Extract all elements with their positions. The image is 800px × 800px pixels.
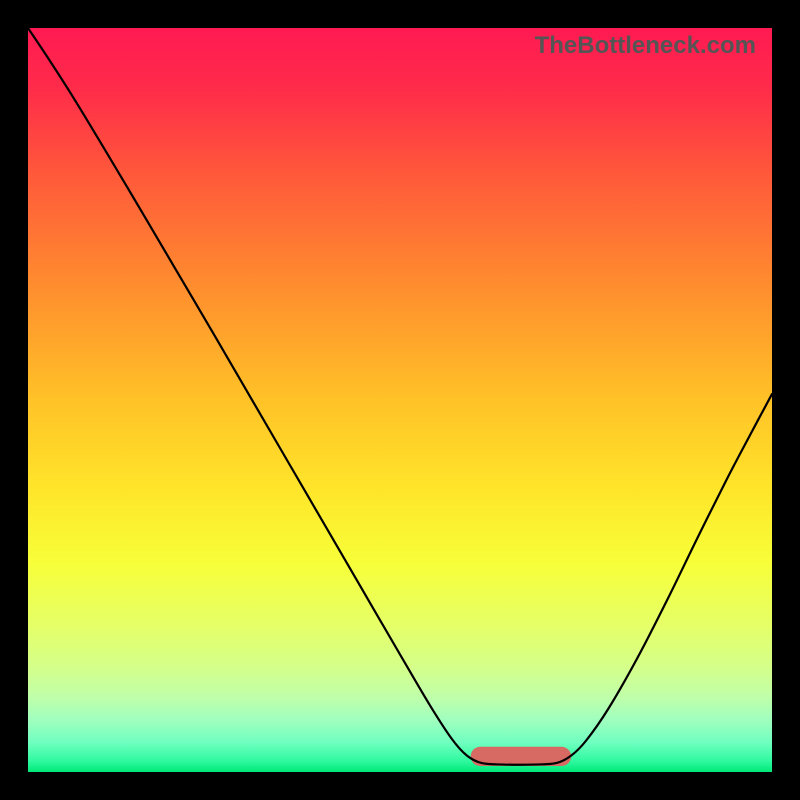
bottleneck-curve-chart — [28, 28, 772, 772]
chart-plot-area — [28, 28, 772, 772]
chart-background — [28, 28, 772, 772]
watermark-text: TheBottleneck.com — [535, 32, 756, 60]
